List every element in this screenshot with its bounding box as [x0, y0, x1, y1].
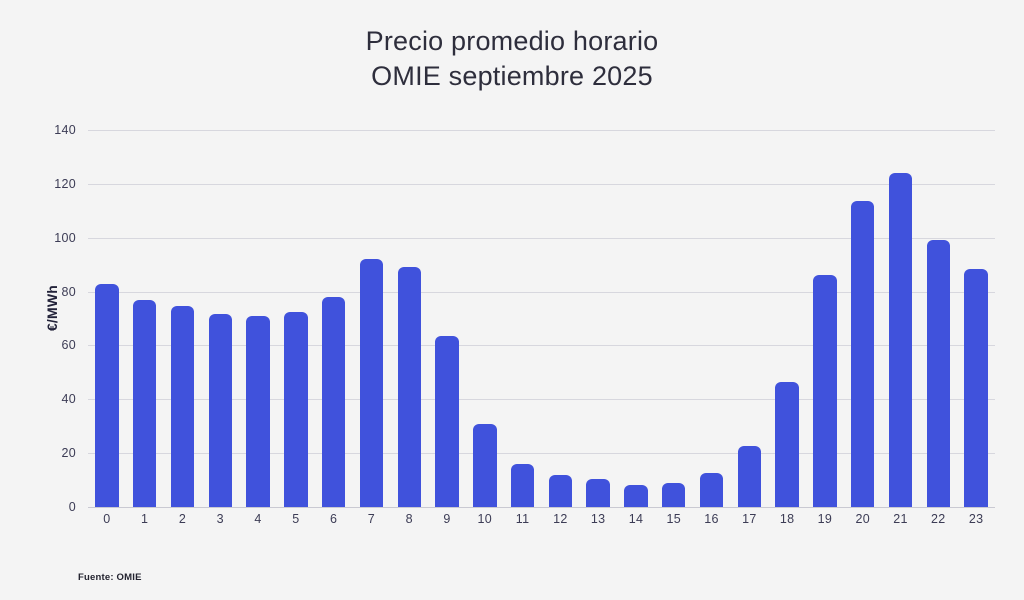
x-tick-label: 18 — [779, 512, 795, 526]
gridline — [88, 345, 995, 347]
bar[interactable] — [888, 173, 913, 507]
bar[interactable] — [95, 283, 119, 507]
gridline — [88, 291, 995, 293]
bar[interactable] — [775, 381, 799, 507]
bar[interactable] — [926, 240, 951, 507]
x-tick-label: 2 — [178, 512, 187, 526]
bar[interactable] — [284, 311, 308, 507]
bar[interactable] — [132, 299, 157, 507]
bar[interactable] — [737, 446, 762, 507]
chart-title-line-1: Precio promedio horario — [365, 26, 659, 56]
x-tick-label: 13 — [590, 512, 606, 526]
x-tick-label: 9 — [443, 512, 451, 526]
x-tick-label: 10 — [477, 512, 493, 526]
chart-title-line-2: OMIE septiembre 2025 — [371, 60, 653, 91]
y-axis-tick-labels: 0 20 40 60 80 100 120 140 — [0, 0, 88, 600]
plot-area — [88, 130, 995, 508]
gridline — [88, 453, 995, 455]
x-axis-baseline — [88, 507, 995, 508]
x-tick-label: 6 — [330, 512, 338, 526]
x-tick-label: 16 — [704, 512, 719, 526]
x-tick-label: 7 — [367, 512, 376, 526]
bar[interactable] — [586, 478, 610, 507]
gridline — [88, 183, 995, 185]
bar[interactable] — [548, 474, 573, 507]
x-tick-label: 21 — [893, 512, 908, 526]
gridline — [88, 130, 995, 131]
x-tick-label: 23 — [968, 512, 984, 526]
bar[interactable] — [473, 423, 497, 507]
bar[interactable] — [662, 482, 686, 507]
x-tick-label: 3 — [216, 512, 224, 526]
y-tick-label: 140 — [54, 123, 76, 137]
y-tick-label: 120 — [54, 176, 76, 191]
chart-title: Precio promedio horario OMIE septiembre … — [0, 24, 1024, 93]
gridline — [88, 399, 995, 401]
x-tick-label: 22 — [931, 512, 946, 526]
bar[interactable] — [208, 314, 232, 507]
bar[interactable] — [851, 201, 875, 507]
y-tick-label: 20 — [61, 446, 76, 461]
bar[interactable] — [510, 463, 535, 507]
x-tick-label: 15 — [666, 512, 682, 526]
source-note: Fuente: OMIE — [78, 572, 142, 583]
x-tick-label: 19 — [817, 512, 833, 526]
gridline — [88, 237, 995, 239]
x-tick-label: 5 — [292, 512, 300, 526]
y-tick-label: 60 — [61, 338, 76, 353]
bar[interactable] — [359, 259, 384, 507]
x-tick-label: 11 — [515, 512, 530, 526]
y-tick-label: 40 — [61, 392, 76, 407]
bar[interactable] — [246, 315, 270, 507]
bar[interactable] — [170, 306, 195, 507]
x-tick-label: 12 — [553, 512, 568, 526]
bar[interactable] — [699, 473, 724, 507]
y-tick-label: 0 — [68, 500, 76, 514]
bar[interactable] — [624, 485, 648, 507]
x-tick-label: 4 — [254, 512, 262, 526]
bar[interactable] — [321, 296, 346, 507]
bar[interactable] — [813, 275, 837, 507]
x-tick-label: 17 — [742, 512, 757, 526]
x-tick-label: 14 — [628, 512, 644, 526]
y-tick-label: 100 — [54, 230, 76, 245]
bar[interactable] — [435, 336, 459, 507]
bar[interactable] — [397, 267, 421, 507]
x-tick-label: 8 — [405, 512, 413, 526]
y-tick-label: 80 — [61, 284, 76, 299]
x-tick-label: 20 — [855, 512, 870, 526]
x-tick-label: 0 — [103, 512, 111, 526]
bar[interactable] — [964, 268, 988, 507]
x-tick-label: 1 — [141, 512, 149, 526]
